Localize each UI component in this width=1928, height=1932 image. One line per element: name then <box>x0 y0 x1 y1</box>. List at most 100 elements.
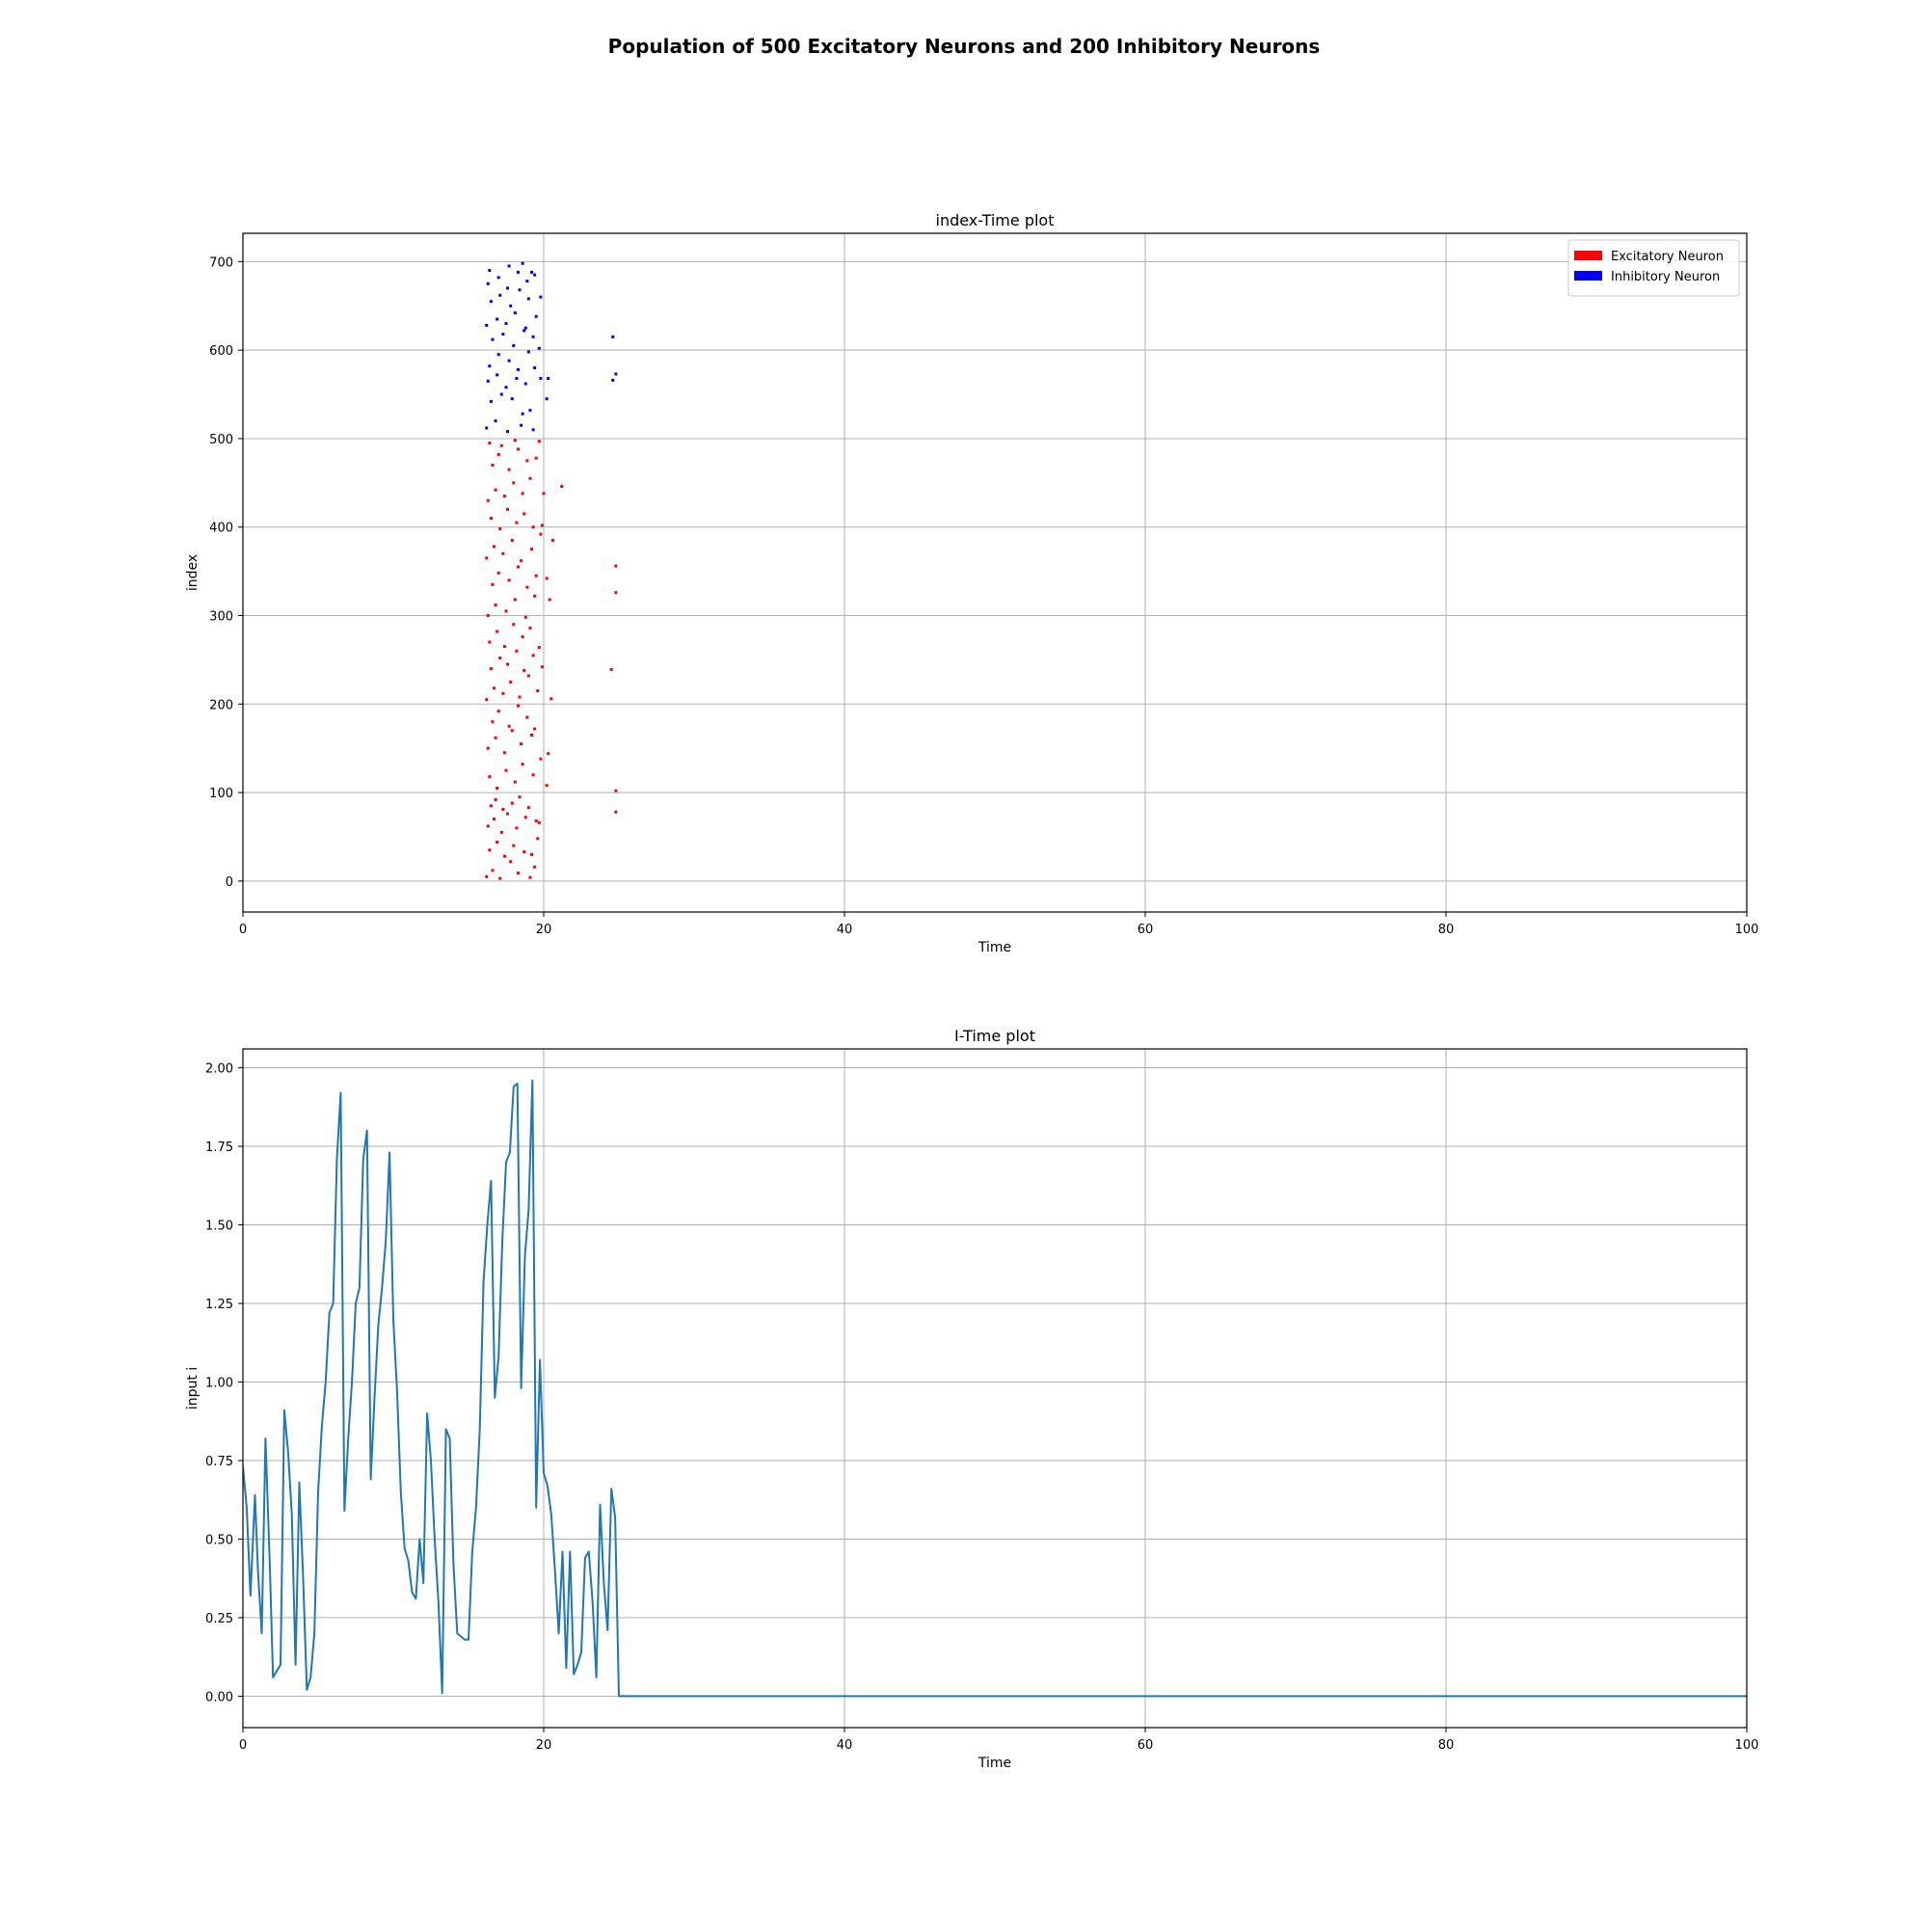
inhibitory-spike-point <box>494 419 497 423</box>
excitatory-spike-point <box>515 649 519 653</box>
excitatory-spike-point <box>494 488 497 492</box>
excitatory-spike-point <box>537 440 541 443</box>
excitatory-spike-point <box>502 751 506 755</box>
excitatory-spike-point <box>507 724 511 728</box>
chart-title: I-Time plot <box>954 1027 1035 1045</box>
excitatory-spike-point <box>522 850 526 854</box>
excitatory-spike-point <box>525 459 529 463</box>
inhibitory-spike-point <box>516 270 520 274</box>
excitatory-spike-point <box>548 598 551 602</box>
inhibitory-spike-point <box>611 378 615 382</box>
excitatory-spike-point <box>512 623 516 627</box>
excitatory-spike-point <box>499 830 503 834</box>
inhibitory-spike-point <box>522 329 526 333</box>
inhibitory-spike-point <box>526 350 530 354</box>
y-tick-label: 0.50 <box>205 1533 233 1547</box>
excitatory-spike-point <box>614 810 618 814</box>
excitatory-spike-point <box>531 654 535 657</box>
x-tick-label: 80 <box>1438 923 1455 937</box>
legend-label: Inhibitory Neuron <box>1611 270 1720 284</box>
excitatory-spike-point <box>536 837 540 841</box>
y-tick-label: 1.75 <box>205 1140 233 1155</box>
x-tick-label: 60 <box>1138 1738 1154 1753</box>
excitatory-spike-point <box>486 614 490 618</box>
excitatory-spike-point <box>488 775 492 779</box>
input-current-line <box>243 1079 1747 1698</box>
excitatory-spike-point <box>537 646 541 650</box>
x-tick-label: 20 <box>536 1738 552 1753</box>
y-tick-label: 2.00 <box>205 1062 233 1077</box>
inhibitory-spike-point <box>486 282 490 285</box>
inhibitory-spike-point <box>533 366 537 370</box>
inhibitory-spike-point <box>518 288 522 292</box>
inhibitory-spike-point <box>510 397 514 401</box>
chart-title: index-Time plot <box>936 211 1055 229</box>
excitatory-spike-point <box>496 571 500 575</box>
inhibitory-spike-point <box>506 286 510 290</box>
excitatory-spike-point <box>545 784 549 788</box>
inhibitory-spike-point <box>533 273 537 277</box>
excitatory-spike-point <box>540 523 544 527</box>
inhibitory-spike-point <box>495 317 499 321</box>
excitatory-spike-point <box>516 704 520 708</box>
inhibitory-spike-point <box>530 270 534 274</box>
excitatory-spike-point <box>521 635 524 639</box>
excitatory-spike-point <box>518 795 522 799</box>
x-tick-label: 40 <box>837 1738 853 1753</box>
x-tick-label: 100 <box>1735 1738 1759 1753</box>
y-tick-label: 0.75 <box>205 1455 233 1469</box>
inhibitory-spike-point <box>531 428 535 432</box>
inhibitory-spike-point <box>545 397 549 401</box>
inhibitory-spike-point <box>507 359 511 362</box>
excitatory-spike-point <box>523 816 527 819</box>
legend-swatch <box>1574 251 1602 260</box>
excitatory-spike-point <box>539 757 543 761</box>
legend-label: Excitatory Neuron <box>1611 250 1724 264</box>
excitatory-spike-point <box>520 559 523 563</box>
excitatory-spike-point <box>493 818 496 821</box>
excitatory-spike-point <box>496 710 500 713</box>
excitatory-spike-point <box>516 565 520 569</box>
chart-1: 0 20 40 60 80 100 0 100 200 300 400 500 600 700 index-… <box>185 211 1758 955</box>
excitatory-spike-point <box>534 456 538 460</box>
excitatory-spike-point <box>502 495 506 498</box>
inhibitory-spike-point <box>515 377 519 381</box>
excitatory-spike-point <box>498 876 502 880</box>
excitatory-spike-point <box>495 840 499 844</box>
excitatory-spike-point <box>525 715 529 719</box>
inhibitory-spike-point <box>496 353 500 357</box>
excitatory-spike-point <box>506 662 510 666</box>
y-tick-label: 0.25 <box>205 1612 233 1626</box>
excitatory-spike-point <box>515 521 519 524</box>
excitatory-spike-point <box>488 848 492 852</box>
excitatory-spike-point <box>516 447 520 451</box>
inhibitory-spike-point <box>539 295 543 299</box>
excitatory-spike-point <box>533 727 537 731</box>
inhibitory-spike-point <box>521 412 524 416</box>
excitatory-spike-point <box>499 443 503 447</box>
excitatory-spike-point <box>486 746 490 750</box>
excitatory-spike-point <box>539 532 543 536</box>
excitatory-spike-point <box>496 452 500 456</box>
excitatory-spike-point <box>501 551 505 555</box>
excitatory-spike-point <box>491 869 495 872</box>
excitatory-spike-point <box>523 615 527 619</box>
inhibitory-spike-point <box>485 323 489 327</box>
excitatory-spike-point <box>506 812 510 816</box>
y-axis-label: input i <box>185 1367 201 1409</box>
excitatory-spike-point <box>495 786 499 790</box>
x-axis-label: Time <box>977 1756 1011 1771</box>
inhibitory-spike-point <box>525 280 529 283</box>
excitatory-spike-point <box>513 598 517 602</box>
excitatory-spike-point <box>516 872 520 875</box>
excitatory-spike-point <box>486 498 490 502</box>
inhibitory-spike-point <box>513 311 517 315</box>
excitatory-spike-point <box>534 574 538 577</box>
legend-box <box>1567 239 1740 297</box>
figure-suptitle: Population of 500 Excitatory Neurons and… <box>607 35 1321 58</box>
excitatory-spike-point <box>536 689 540 693</box>
excitatory-spike-point <box>540 665 544 669</box>
inhibitory-spike-point <box>534 314 538 318</box>
y-tick-label: 400 <box>209 522 233 536</box>
